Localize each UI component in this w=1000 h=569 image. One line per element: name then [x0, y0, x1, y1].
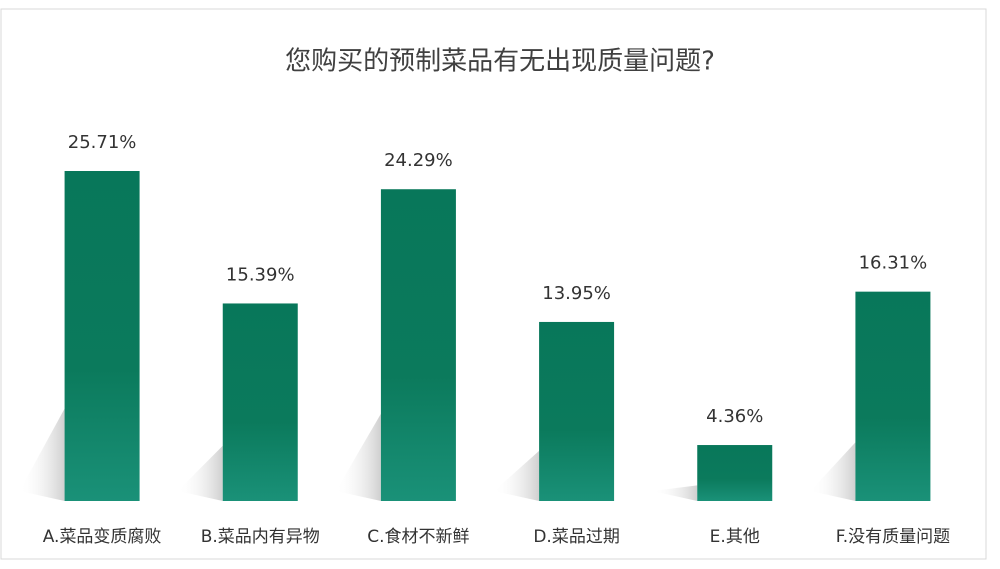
bar	[380, 189, 456, 501]
bar-shadow	[19, 408, 65, 501]
bar-shadow	[335, 413, 381, 501]
value-label: 13.95%	[542, 283, 611, 304]
x-tick-label: D.菜品过期	[533, 527, 620, 547]
x-tick-label: F.没有质量问题	[836, 527, 950, 547]
x-tick-label: E.其他	[710, 527, 760, 547]
value-label: 15.39%	[226, 264, 295, 285]
x-tick-label: C.食材不新鲜	[367, 527, 469, 547]
value-label: 24.29%	[384, 150, 453, 171]
x-tick-label: B.菜品内有异物	[201, 527, 320, 547]
bar	[222, 303, 298, 501]
bar-shadow	[810, 442, 856, 501]
x-tick-label: A.菜品变质腐败	[43, 527, 162, 547]
value-label: 25.71%	[68, 132, 137, 153]
bar	[855, 291, 931, 501]
chart-frame	[0, 8, 987, 560]
bar-shadow	[652, 485, 698, 501]
chart-title: 您购买的预制菜品有无出现质量问题?	[285, 47, 715, 77]
value-label: 16.31%	[859, 253, 928, 274]
bar	[539, 321, 615, 501]
bar	[697, 445, 773, 501]
value-label: 4.36%	[706, 406, 763, 427]
bar-shadow	[494, 450, 540, 501]
bar	[64, 171, 140, 501]
bar-shadow	[177, 445, 223, 501]
